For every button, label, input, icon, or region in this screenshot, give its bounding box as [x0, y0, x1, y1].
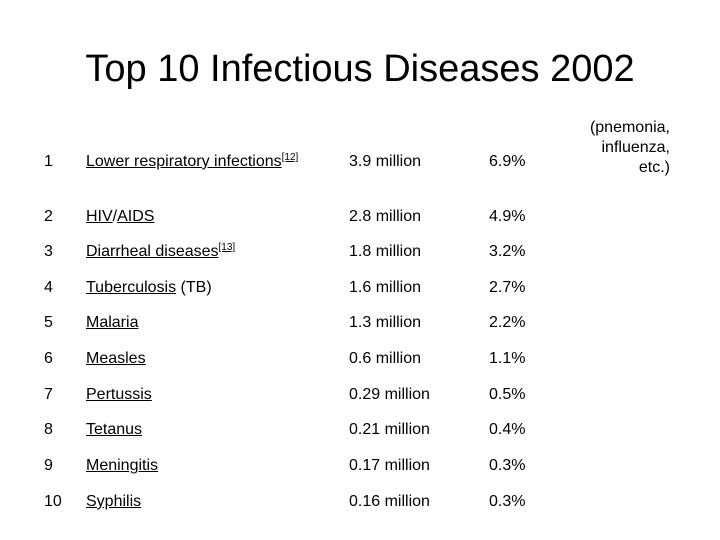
percent-cell: 0.5%: [489, 386, 526, 403]
deaths-cell: 0.6 million: [349, 350, 422, 367]
rank-cell: 3: [44, 243, 53, 260]
disease-link[interactable]: Malaria: [86, 314, 139, 331]
percent-cell: 0.3%: [489, 493, 526, 510]
note-line: (pnemonia,: [589, 119, 670, 136]
rank-cell: 7: [44, 386, 53, 403]
disease-link[interactable]: HIV: [86, 208, 113, 225]
percent-cell: 0.4%: [489, 421, 526, 438]
deaths-cell: 2.8 million: [349, 208, 422, 225]
disease-name-cell: Meningitis: [86, 456, 158, 476]
rank-cell: 2: [44, 208, 53, 225]
disease-text: /: [112, 208, 118, 225]
disease-name-cell: Syphilis: [86, 492, 141, 512]
rank-cell: 9: [44, 457, 53, 474]
disease-link[interactable]: Tuberculosis: [86, 279, 177, 296]
disease-link[interactable]: AIDS: [117, 208, 155, 225]
disease-name-cell: Pertussis: [86, 385, 152, 405]
deaths-cell: 0.16 million: [349, 493, 430, 510]
disease-link[interactable]: Syphilis: [86, 493, 142, 510]
rank-cell: 5: [44, 314, 53, 331]
deaths-cell: 0.29 million: [349, 386, 430, 403]
deaths-cell: 1.6 million: [349, 279, 422, 296]
disease-text: (TB): [176, 279, 212, 296]
rank-cell: 1: [44, 153, 53, 170]
rank-cell: 6: [44, 350, 53, 367]
slide-title: Top 10 Infectious Diseases 2002: [85, 48, 635, 90]
rank-cell: 4: [44, 279, 53, 296]
disease-name-cell: Diarrheal diseases[13]: [86, 242, 235, 262]
percent-cell: 0.3%: [489, 457, 526, 474]
disease-name-cell: HIV/AIDS: [86, 207, 154, 227]
deaths-cell: 0.17 million: [349, 457, 430, 474]
rank-cell: 10: [44, 493, 62, 510]
percent-cell: 2.2%: [489, 314, 526, 331]
respiratory-note: (pnemonia, influenza, etc.): [520, 118, 670, 178]
percent-cell: 6.9%: [489, 153, 526, 170]
disease-link[interactable]: Meningitis: [86, 457, 159, 474]
disease-link[interactable]: Lower respiratory infections: [86, 153, 282, 170]
disease-name-cell: Measles: [86, 349, 146, 369]
disease-name-cell: Lower respiratory infections[12]: [86, 152, 298, 172]
disease-name-cell: Tetanus: [86, 420, 142, 440]
percent-cell: 4.9%: [489, 208, 526, 225]
disease-link[interactable]: Tetanus: [86, 421, 143, 438]
percent-cell: 2.7%: [489, 279, 526, 296]
disease-name-cell: Malaria: [86, 313, 138, 333]
deaths-cell: 0.21 million: [349, 421, 430, 438]
note-line: influenza,: [601, 139, 671, 156]
deaths-cell: 1.3 million: [349, 314, 422, 331]
disease-link[interactable]: Diarrheal diseases: [86, 243, 219, 260]
disease-link[interactable]: Measles: [86, 350, 146, 367]
percent-cell: 3.2%: [489, 243, 526, 260]
percent-cell: 1.1%: [489, 350, 526, 367]
deaths-cell: 3.9 million: [349, 153, 422, 170]
note-line: etc.): [638, 159, 670, 176]
rank-cell: 8: [44, 421, 53, 438]
citation-superscript[interactable]: [12]: [281, 152, 299, 163]
disease-link[interactable]: Pertussis: [86, 386, 152, 403]
disease-name-cell: Tuberculosis (TB): [86, 278, 212, 298]
citation-superscript[interactable]: [13]: [218, 242, 236, 253]
deaths-cell: 1.8 million: [349, 243, 422, 260]
